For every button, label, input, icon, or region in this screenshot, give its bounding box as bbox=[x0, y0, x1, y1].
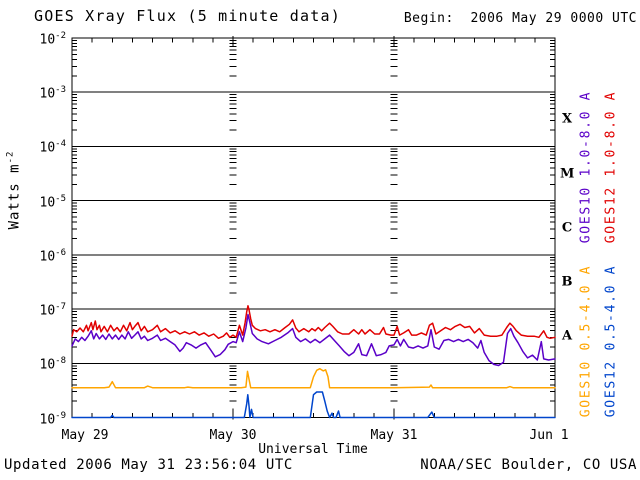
begin-timestamp: Begin: 2006 May 29 0000 UTC bbox=[403, 11, 637, 26]
x-tick-label-may-29: May 29 bbox=[61, 428, 109, 443]
legend-goes10-0-5-4-0-a: GOES10 0.5-4.0 A bbox=[578, 264, 594, 418]
series-goes10-0-5-4-0-a bbox=[71, 367, 556, 389]
y-tick-label-10e-8: 10-8 bbox=[39, 356, 67, 373]
series-goes12-0-5-4-0-a bbox=[71, 391, 556, 419]
legend-goes10-1-0-8-0-a: GOES10 1.0-8.0 A bbox=[578, 90, 594, 244]
flare-class-x: X bbox=[561, 111, 573, 127]
y-tick-label-10e-7: 10-7 bbox=[39, 302, 67, 319]
x-tick-label-jun-1: Jun 1 bbox=[529, 428, 569, 443]
legend-goes12-0-5-4-0-a: GOES12 0.5-4.0 A bbox=[603, 264, 619, 418]
x-tick-label-may-30: May 30 bbox=[209, 428, 257, 443]
flare-class-m: M bbox=[560, 166, 575, 182]
chart-title: GOES Xray Flux (5 minute data) bbox=[34, 7, 341, 25]
x-tick-label-may-31: May 31 bbox=[370, 428, 418, 443]
y-tick-label-10e-9: 10-9 bbox=[39, 410, 67, 427]
series-goes12-1-0-8-0-a bbox=[71, 305, 556, 340]
flare-class-a: A bbox=[561, 328, 573, 344]
credit: NOAA/SEC Boulder, CO USA bbox=[420, 457, 637, 473]
plot-frame bbox=[71, 37, 556, 419]
legend-goes12-1-0-8-0-a: GOES12 1.0-8.0 A bbox=[603, 90, 619, 244]
y-tick-label-10e-3: 10-3 bbox=[39, 85, 67, 102]
series-goes10-1-0-8-0-a bbox=[71, 313, 556, 367]
y-tick-label-10e-5: 10-5 bbox=[39, 193, 67, 210]
y-tick-label-10e-2: 10-2 bbox=[39, 31, 67, 48]
y-tick-label-10e-4: 10-4 bbox=[39, 139, 67, 156]
flare-class-b: B bbox=[561, 274, 573, 290]
y-tick-label-10e-6: 10-6 bbox=[39, 247, 67, 265]
x-axis-label: Universal Time bbox=[258, 442, 368, 457]
y-axis-label: Watts m-2 bbox=[6, 151, 23, 230]
flare-class-c: C bbox=[561, 220, 573, 236]
y-axis-label-exponent: -2 bbox=[5, 150, 16, 164]
y-axis-label-base: Watts m bbox=[6, 163, 23, 230]
updated-timestamp: Updated 2006 May 31 23:56:04 UTC bbox=[4, 457, 293, 473]
